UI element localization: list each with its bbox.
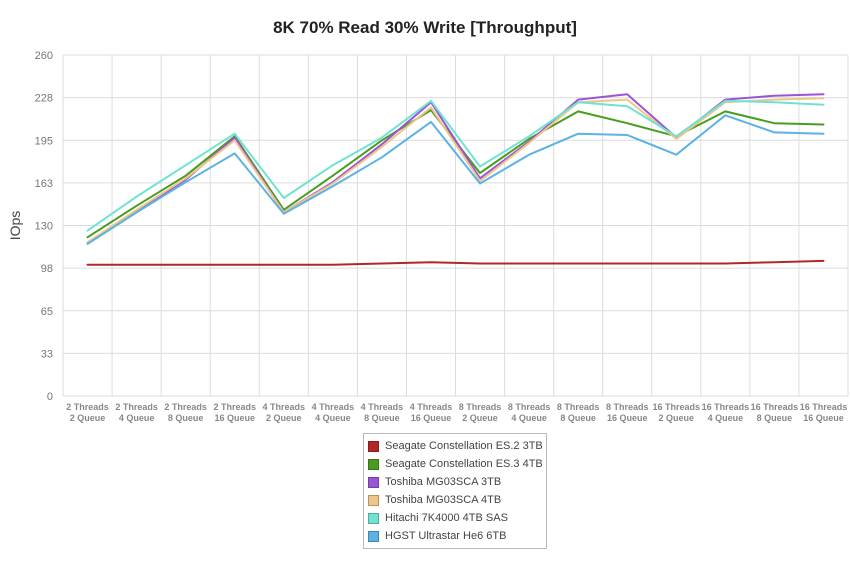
y-tick-label: 228: [35, 93, 53, 105]
legend-label: Seagate Constellation ES.3 4TB: [385, 458, 543, 470]
legend-item: HGST Ultrastar He6 6TB: [364, 527, 546, 545]
x-tick-label: 8 Threads 4 Queue: [508, 402, 551, 423]
x-tick-label: 16 Threads 16 Queue: [800, 402, 848, 423]
legend-label: Seagate Constellation ES.2 3TB: [385, 440, 543, 452]
x-tick-label: 16 Threads 2 Queue: [653, 402, 701, 423]
x-tick-label: 8 Threads 16 Queue: [606, 402, 649, 423]
legend-item: Hitachi 7K4000 4TB SAS: [364, 509, 546, 527]
x-tick-label: 2 Threads 16 Queue: [213, 402, 256, 423]
y-tick-label: 65: [41, 306, 53, 318]
y-tick-label: 33: [41, 348, 53, 360]
y-tick-label: 0: [47, 391, 53, 403]
x-tick-label: 2 Threads 8 Queue: [164, 402, 207, 423]
y-tick-label: 195: [35, 135, 53, 147]
legend-swatch: [368, 512, 379, 524]
legend-swatch: [368, 458, 379, 470]
series-line: [86, 99, 825, 232]
x-tick-label: 2 Threads 4 Queue: [115, 402, 158, 423]
x-tick-label: 4 Threads 4 Queue: [312, 402, 355, 423]
legend-item: Toshiba MG03SCA 3TB: [364, 473, 546, 491]
legend-label: Toshiba MG03SCA 3TB: [385, 476, 502, 488]
legend-item: Seagate Constellation ES.3 4TB: [364, 455, 546, 473]
series-line: [86, 97, 825, 244]
legend-label: Hitachi 7K4000 4TB SAS: [385, 512, 508, 524]
x-tick-label: 2 Threads 2 Queue: [66, 402, 109, 423]
legend-swatch: [368, 476, 379, 488]
series-line: [86, 114, 825, 245]
x-tick-label: 16 Threads 4 Queue: [702, 402, 750, 423]
y-tick-label: 130: [35, 221, 53, 233]
x-tick-label: 8 Threads 8 Queue: [557, 402, 600, 423]
x-tick-label: 4 Threads 8 Queue: [361, 402, 404, 423]
y-tick-label: 260: [35, 50, 53, 62]
x-tick-label: 8 Threads 2 Queue: [459, 402, 502, 423]
legend-item: Toshiba MG03SCA 4TB: [364, 491, 546, 509]
legend-swatch: [368, 530, 379, 542]
series-line: [86, 259, 825, 266]
legend-label: HGST Ultrastar He6 6TB: [385, 530, 507, 542]
chart-title: 8K 70% Read 30% Write [Throughput]: [273, 18, 577, 37]
x-tick-label: 4 Threads 2 Queue: [263, 402, 306, 423]
chart-legend: Seagate Constellation ES.2 3TB Seagate Co…: [363, 433, 547, 549]
legend-label: Toshiba MG03SCA 4TB: [385, 494, 502, 506]
legend-item: Seagate Constellation ES.2 3TB: [364, 437, 546, 455]
y-tick-label: 98: [41, 263, 53, 275]
legend-swatch: [368, 440, 379, 452]
legend-swatch: [368, 494, 379, 506]
y-axis-label: IOps: [7, 211, 23, 241]
y-tick-label: 163: [35, 178, 53, 190]
x-tick-label: 4 Threads 16 Queue: [410, 402, 453, 423]
x-tick-label: 16 Threads 8 Queue: [751, 402, 799, 423]
